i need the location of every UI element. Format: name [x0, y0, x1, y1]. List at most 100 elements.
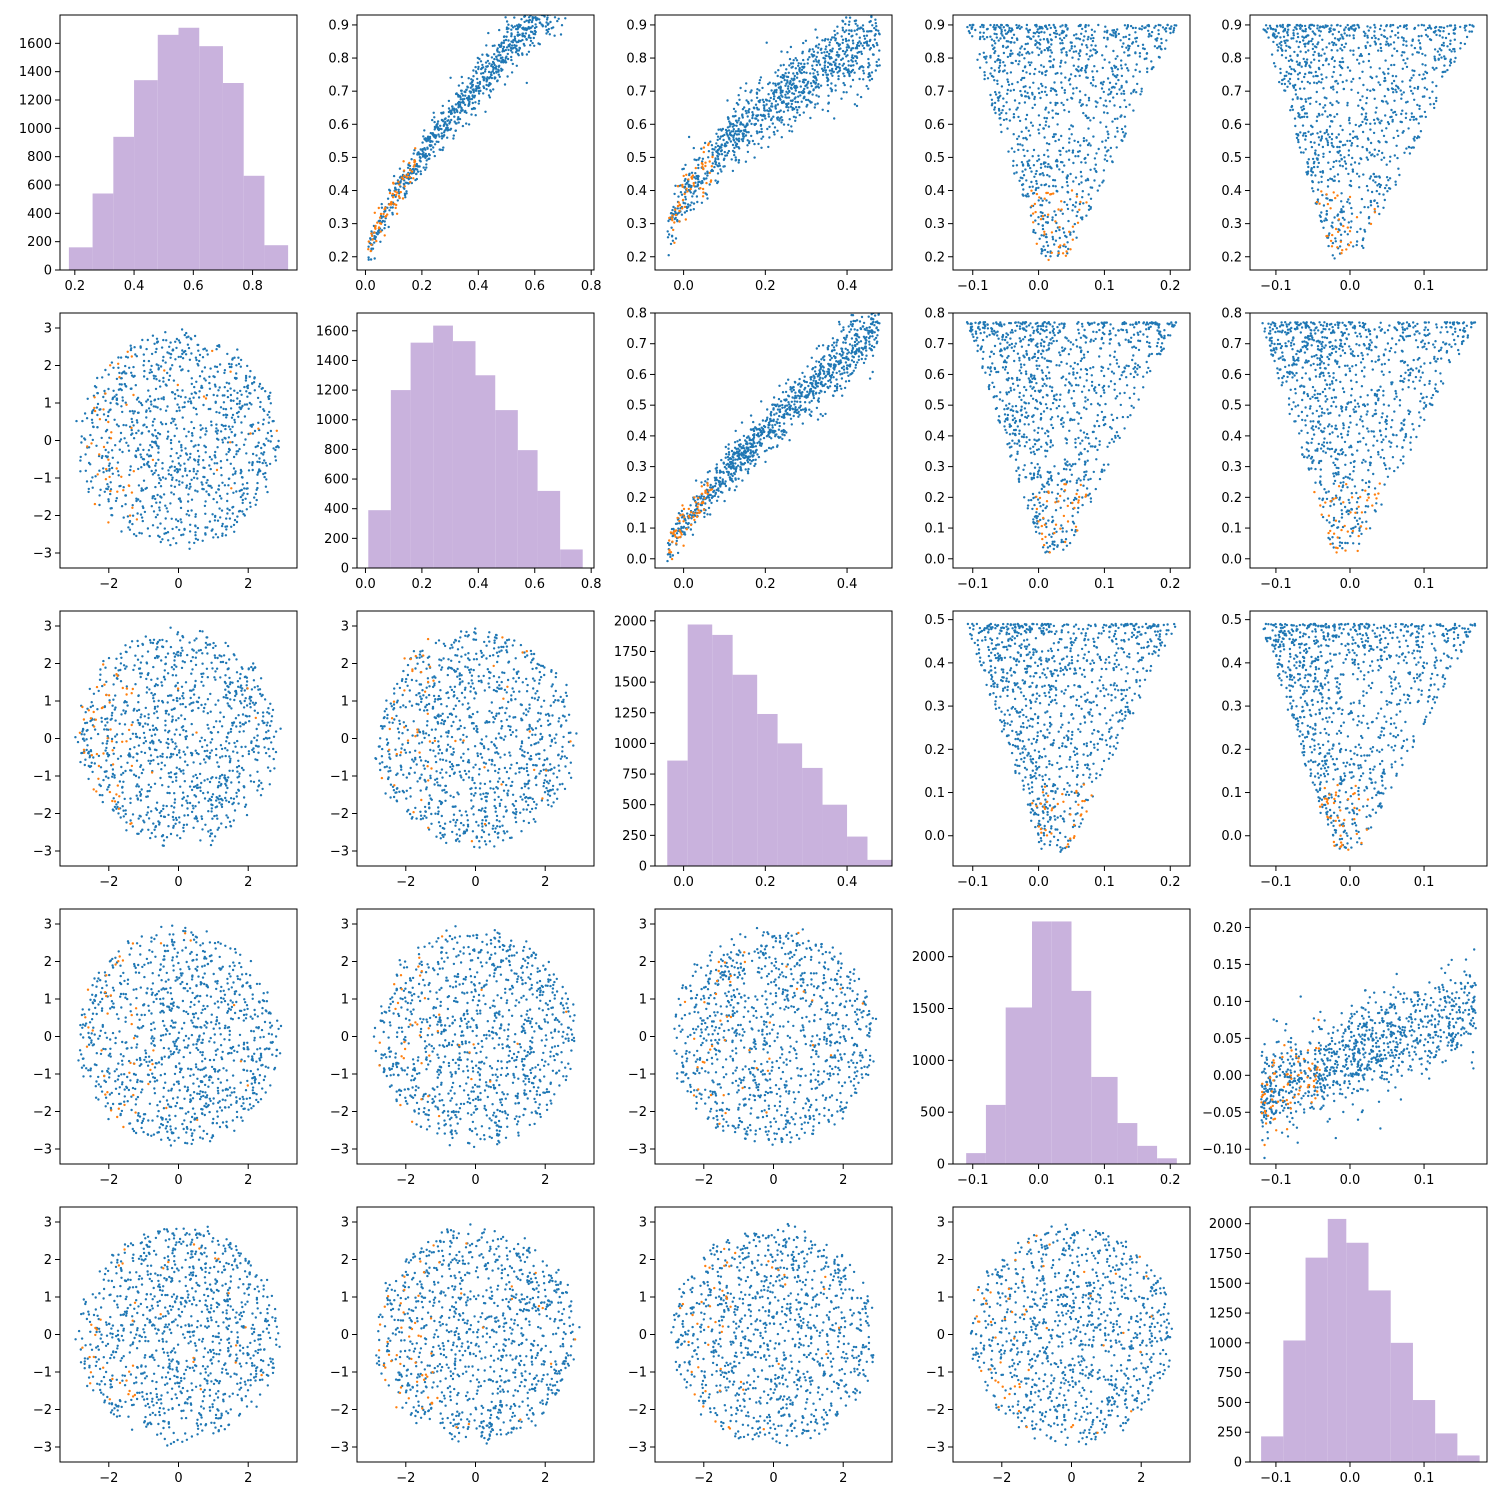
scatter-point	[792, 92, 796, 96]
scatter-point	[139, 453, 142, 456]
scatter-point	[983, 55, 986, 59]
scatter-point	[707, 142, 710, 145]
axes-frame	[952, 14, 1191, 271]
scatter-point	[457, 84, 461, 87]
scatter-point	[1036, 28, 1040, 31]
scatter-point	[433, 120, 436, 124]
scatter-point	[833, 63, 837, 66]
scatter-point	[1459, 47, 1462, 50]
scatter-point	[1262, 28, 1265, 31]
y-tick-label: 0.5	[1221, 151, 1242, 166]
scatter-point	[853, 71, 856, 74]
scatter-point	[1328, 135, 1331, 139]
scatter-point	[1296, 63, 1300, 66]
scatter-point	[1334, 43, 1338, 46]
scatter-point	[1420, 34, 1423, 38]
scatter-point	[1006, 92, 1009, 96]
scatter-point	[1348, 69, 1352, 72]
scatter-point	[85, 417, 89, 420]
scatter-point	[1402, 43, 1405, 46]
scatter-point	[709, 140, 712, 143]
scatter-point	[1067, 158, 1071, 161]
scatter-point	[1442, 26, 1446, 29]
scatter-point	[400, 176, 404, 179]
scatter-point	[1069, 73, 1073, 76]
scatter-point	[781, 118, 784, 122]
scatter-point	[1294, 83, 1297, 87]
scatter-point	[137, 429, 140, 432]
scatter-point	[1028, 72, 1032, 76]
scatter-point	[380, 202, 383, 206]
axes-frame	[356, 14, 595, 271]
scatter-point	[1056, 165, 1059, 168]
scatter-point	[1409, 79, 1412, 82]
scatter-point	[218, 494, 222, 498]
scatter-point	[1388, 177, 1392, 180]
scatter-point	[865, 84, 868, 88]
scatter-point	[1307, 158, 1311, 161]
scatter-point	[817, 43, 821, 46]
scatter-point	[672, 228, 675, 232]
scatter-point	[1339, 24, 1342, 28]
scatter-point	[845, 39, 848, 43]
scatter-point	[452, 107, 456, 110]
scatter-point	[1033, 175, 1036, 178]
scatter-point	[786, 51, 789, 54]
scatter-point	[1341, 128, 1344, 132]
scatter-point	[775, 111, 779, 114]
scatter-point	[685, 173, 688, 176]
scatter-point	[204, 433, 207, 436]
scatter-point	[1369, 44, 1372, 47]
scatter-point	[1117, 32, 1121, 36]
scatter-point	[505, 27, 509, 31]
scatter-point	[1038, 70, 1041, 74]
scatter-point	[874, 69, 877, 72]
scatter-point	[967, 30, 971, 33]
scatter-point	[1096, 189, 1100, 192]
scatter-point	[1421, 95, 1425, 98]
scatter-point	[687, 135, 691, 139]
scatter-point	[1298, 87, 1302, 90]
scatter-point	[816, 70, 819, 74]
scatter-point	[753, 142, 756, 146]
scatter-point	[1373, 207, 1376, 211]
scatter-point	[458, 117, 462, 121]
scatter-point	[671, 208, 674, 212]
scatter-point	[1313, 50, 1316, 54]
scatter-point	[860, 52, 863, 56]
scatter-point	[165, 339, 168, 342]
scatter-point	[1104, 154, 1107, 157]
scatter-point	[150, 505, 153, 508]
scatter-point	[1470, 30, 1474, 33]
scatter-point	[1331, 241, 1335, 245]
scatter-point	[733, 146, 736, 150]
scatter-point	[173, 434, 176, 438]
scatter-point	[783, 78, 786, 82]
scatter-point	[772, 92, 775, 96]
scatter-point	[1032, 228, 1035, 232]
y-tick-label: 0.3	[626, 217, 647, 232]
scatter-point	[1033, 95, 1037, 99]
scatter-point	[666, 230, 669, 233]
scatter-point	[1310, 168, 1313, 171]
scatter-point	[1413, 26, 1417, 30]
scatter-point	[1075, 86, 1078, 90]
scatter-point	[1357, 46, 1360, 50]
scatter-point	[1060, 134, 1063, 138]
scatter-point	[1307, 71, 1311, 74]
scatter-point	[1157, 45, 1161, 48]
scatter-point	[223, 371, 226, 375]
scatter-point	[153, 342, 156, 345]
scatter-point	[399, 190, 402, 194]
scatter-point	[192, 426, 196, 430]
scatter-point	[1322, 87, 1325, 90]
scatter-point	[493, 44, 496, 47]
scatter-point	[1065, 53, 1068, 56]
scatter-point	[424, 152, 427, 156]
scatter-point	[1395, 113, 1398, 117]
scatter-point	[575, 4, 577, 6]
scatter-point	[716, 164, 719, 167]
y-tick-label: 1200	[19, 94, 52, 109]
scatter-point	[1331, 75, 1334, 79]
scatter-point	[999, 117, 1002, 120]
